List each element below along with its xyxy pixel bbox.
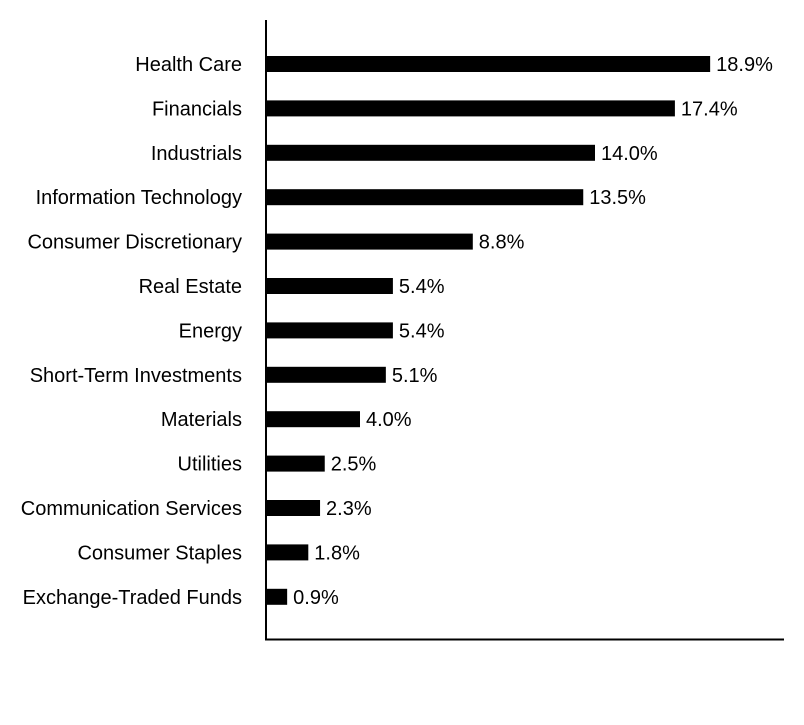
bar [266,233,473,250]
bar [266,544,309,561]
value-label: 2.5% [331,454,377,476]
value-label: 13.5% [589,187,646,209]
category-label: Consumer Discretionary [27,232,242,254]
category-label: Information Technology [36,187,242,209]
bar [266,588,288,605]
value-label: 2.3% [326,498,372,520]
value-label: 1.8% [314,542,360,564]
category-label: Industrials [151,143,242,165]
category-label: Health Care [135,54,242,76]
category-label: Real Estate [139,276,242,298]
value-label: 5.4% [399,276,445,298]
value-label: 8.8% [479,232,525,254]
value-label: 5.1% [392,365,438,387]
bar [266,366,386,383]
category-label: Communication Services [21,498,242,520]
bar [266,411,360,428]
category-label: Materials [161,409,242,431]
bar [266,278,393,294]
category-label: Short-Term Investments [30,365,242,387]
bar [266,144,595,161]
category-label: Energy [179,320,242,342]
labels-layer: Health Care 18.9% Financials 17.4% Industria… [21,54,773,609]
bar [266,100,675,117]
value-label: 4.0% [366,409,412,431]
bar [266,500,321,516]
bars-layer [266,56,711,605]
bar [266,322,393,339]
value-label: 14.0% [601,143,658,165]
category-label: Consumer Staples [77,542,242,564]
value-label: 0.9% [293,587,339,609]
category-label: Financials [152,98,242,120]
bar [266,189,584,206]
bar [266,455,325,472]
category-label: Utilities [178,454,242,476]
value-label: 17.4% [681,98,738,120]
bar [266,56,711,72]
category-label: Exchange-Traded Funds [23,587,242,609]
value-label: 18.9% [716,54,773,76]
value-label: 5.4% [399,320,445,342]
